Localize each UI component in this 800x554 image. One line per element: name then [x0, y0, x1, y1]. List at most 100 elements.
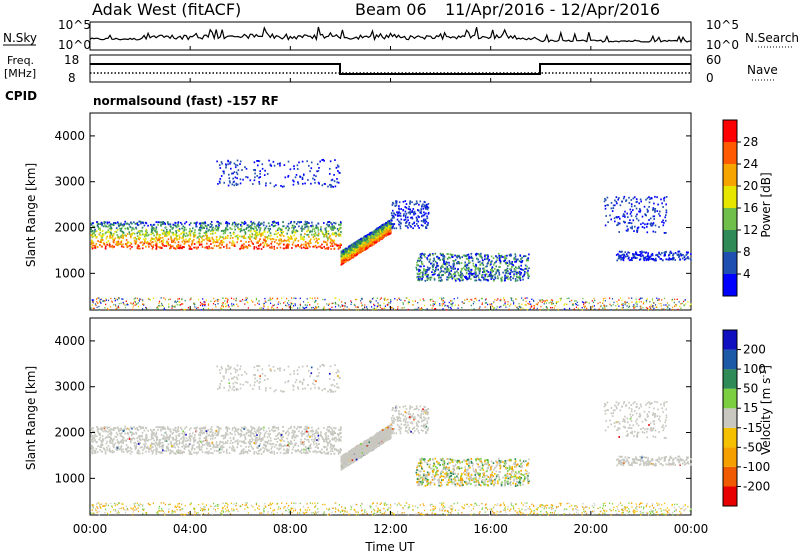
range-cell [272, 304, 274, 307]
range-cell [226, 305, 228, 307]
range-cell [424, 222, 426, 225]
range-cell [633, 304, 635, 306]
range-cell [193, 222, 196, 224]
range-cell [376, 231, 378, 234]
range-cell [239, 300, 242, 302]
range-cell [397, 306, 399, 308]
noise-panel: N.Sky 10^5 10^0 10^5 10^0 N.Search [3, 18, 799, 52]
range-cell [334, 297, 336, 299]
range-cell [652, 223, 654, 226]
range-cell [279, 228, 282, 231]
range-cell [456, 270, 458, 273]
range-cell [441, 279, 443, 282]
range-cell [225, 163, 227, 166]
range-cell [395, 202, 398, 205]
range-cell [454, 274, 457, 277]
range-cell [421, 252, 423, 255]
range-cell [273, 308, 275, 310]
range-cell [515, 298, 517, 300]
range-cell [306, 233, 308, 236]
range-cell [305, 306, 307, 309]
range-cell [155, 228, 157, 231]
range-cell [547, 308, 549, 311]
range-cell [648, 196, 650, 198]
range-cell [263, 239, 265, 242]
range-cell [240, 247, 243, 249]
range-cell [384, 234, 386, 236]
range-cell [276, 247, 278, 249]
range-cell [331, 242, 333, 245]
range-cell [615, 305, 617, 307]
range-cell [250, 240, 253, 243]
range-cell [277, 223, 280, 226]
range-cell [128, 231, 131, 234]
range-cell [524, 255, 526, 257]
range-cell [137, 238, 140, 240]
range-cell [205, 237, 207, 240]
range-cell [584, 305, 587, 307]
range-cell [391, 204, 394, 206]
range-cell [654, 211, 656, 213]
range-cell [343, 308, 345, 310]
range-cell [606, 305, 608, 307]
range-cell [153, 228, 155, 231]
range-cell [257, 164, 259, 167]
range-cell [117, 222, 120, 225]
range-cell [623, 214, 626, 216]
range-cell [296, 244, 298, 247]
range-cell [575, 303, 577, 306]
range-cell [648, 255, 650, 258]
range-cell [288, 240, 291, 243]
range-cell [273, 304, 276, 306]
range-cell [389, 229, 391, 231]
range-cell [120, 234, 123, 237]
range-cell [621, 200, 624, 203]
range-cell [316, 163, 319, 166]
range-cell [503, 297, 505, 299]
range-cell [239, 163, 241, 165]
range-cell [294, 244, 297, 247]
range-cell [166, 232, 169, 234]
range-cell [662, 206, 664, 208]
range-cell [231, 244, 233, 246]
range-cell [180, 233, 182, 235]
range-cell [423, 268, 425, 270]
range-cell [477, 274, 479, 277]
range-cell [233, 225, 236, 228]
range-cell [322, 158, 325, 161]
range-cell [368, 237, 371, 240]
range-cell [391, 217, 394, 219]
range-cell [261, 233, 263, 236]
range-cell [465, 275, 468, 278]
range-cell [519, 306, 521, 308]
range-cell [258, 183, 261, 185]
range-cell [119, 224, 121, 227]
range-cell [279, 242, 282, 245]
range-cell [407, 303, 409, 305]
range-cell [639, 209, 642, 212]
range-cell [231, 242, 233, 245]
range-cell [369, 300, 371, 303]
range-cell [622, 303, 624, 305]
range-cell [305, 244, 307, 246]
range-cell [640, 255, 642, 258]
range-cell [113, 245, 115, 248]
range-cell [370, 231, 373, 234]
range-cell [330, 179, 333, 182]
range-cell [631, 301, 633, 303]
range-cell [649, 198, 651, 200]
range-cell [618, 231, 620, 233]
range-cell [90, 230, 93, 233]
range-cell [461, 256, 463, 258]
range-cell [301, 236, 304, 239]
range-cell [652, 208, 655, 211]
range-cell [215, 238, 218, 241]
range-cell [423, 211, 425, 214]
range-cell [216, 239, 219, 242]
range-cell [627, 251, 629, 254]
range-cell [124, 234, 126, 237]
range-cell [658, 253, 660, 255]
range-cell [183, 242, 186, 245]
range-cell [203, 227, 205, 229]
range-cell [104, 245, 107, 248]
